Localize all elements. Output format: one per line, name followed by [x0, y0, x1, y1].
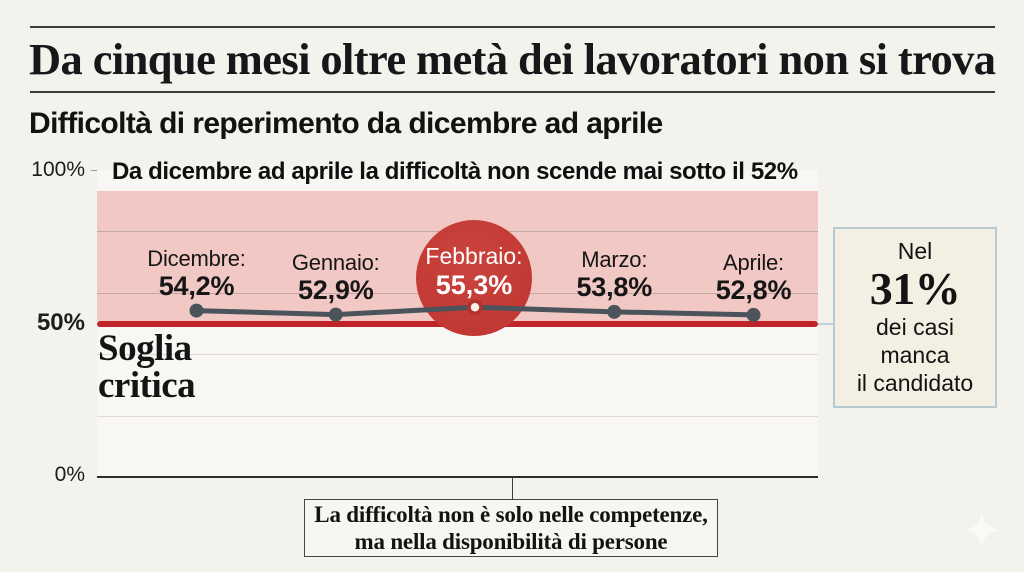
point-label-marzo: Marzo: 53,8%	[576, 246, 653, 302]
title-rule	[30, 91, 995, 93]
y-axis-label-100: 100%	[31, 158, 85, 181]
side-note-line2: manca	[880, 342, 950, 368]
top-rule	[30, 26, 995, 28]
gridline-40	[97, 354, 818, 356]
point-label-febbraio: Febbraio: 55,3%	[425, 243, 523, 300]
y-axis-label-0: 0%	[54, 463, 85, 486]
sparkle-icon	[965, 511, 999, 549]
data-point-febbraio	[467, 299, 483, 315]
point-label-aprile: Aprile: 52,8%	[715, 249, 792, 305]
side-note-value: 31%	[869, 263, 961, 314]
chart-annotation: Da dicembre ad aprile la difficoltà non …	[112, 158, 798, 185]
highlight-circle	[416, 220, 532, 336]
footnote-line2: ma nella disponibilità di persone	[354, 529, 668, 554]
x-axis-line	[97, 476, 818, 478]
data-point-gennaio	[328, 307, 343, 322]
footnote-line1: La difficoltà non è solo nelle competenz…	[314, 502, 708, 527]
chart-plot-area: Dicembre: 54,2% Gennaio: 52,9% Marzo: 53,8% Ap…	[97, 170, 818, 478]
side-note-box: Nel 31% dei casi manca il candidato	[833, 227, 997, 408]
footnote-box: La difficoltà non è solo nelle competenz…	[304, 499, 718, 557]
point-label-gennaio: Gennaio: 52,9%	[291, 249, 380, 305]
data-point-marzo	[607, 304, 622, 319]
point-label-dicembre: Dicembre: 54,2%	[147, 245, 246, 301]
side-note-intro: Nel	[897, 238, 933, 264]
side-box-connector-line	[818, 323, 834, 325]
gridline-20	[97, 415, 818, 417]
chart-subtitle: Difficoltà di reperimento da dicembre ad…	[29, 107, 663, 140]
side-note-line3: il candidato	[856, 370, 974, 396]
series-svg	[189, 299, 761, 322]
footnote-connector-line	[511, 477, 513, 499]
side-note-line1: dei casi	[876, 314, 954, 340]
y-axis-tick-100	[91, 170, 98, 171]
data-point-aprile	[746, 307, 761, 322]
y-axis-label-50: 50%	[36, 309, 85, 336]
data-point-dicembre	[189, 303, 204, 318]
page-title: Da cinque mesi oltre metà dei lavoratori…	[29, 34, 996, 84]
threshold-label: Soglia critica	[98, 328, 196, 406]
